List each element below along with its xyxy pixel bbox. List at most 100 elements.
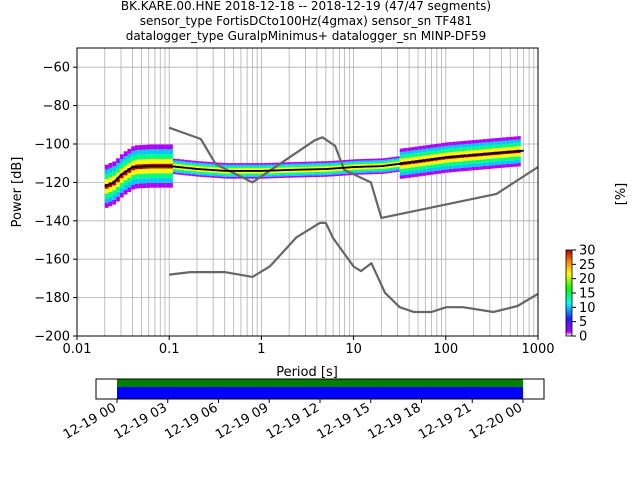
- heatmap-cell: [233, 163, 238, 165]
- heatmap-cell: [384, 163, 389, 165]
- heatmap-cell: [195, 161, 200, 163]
- heatmap-cell: [135, 174, 139, 179]
- heatmap-cell: [482, 159, 487, 163]
- colorbar-tick-label: 5: [579, 315, 587, 330]
- heatmap-cell: [320, 161, 325, 164]
- heatmap-cell: [184, 168, 188, 171]
- heatmap-cell: [411, 157, 415, 161]
- heatmap-cell: [305, 166, 309, 169]
- heatmap-cell: [513, 163, 517, 167]
- heatmap-cell: [157, 144, 162, 150]
- heatmap-cell: [210, 165, 215, 168]
- heatmap-cell: [104, 193, 109, 199]
- heatmap-cell: [471, 143, 476, 147]
- heatmap-cell: [422, 169, 427, 173]
- heatmap-cell: [407, 164, 412, 168]
- heatmap-cell: [146, 178, 151, 184]
- heatmap-cell: [138, 183, 143, 189]
- heatmap-cell: [433, 147, 438, 151]
- heatmap-cell: [429, 164, 434, 169]
- heatmap-cell: [312, 170, 317, 172]
- heatmap-cell: [316, 161, 321, 164]
- heatmap-cell: [445, 162, 449, 166]
- y-tick-label: −140: [34, 214, 70, 229]
- y-axis-ticks: −200 −180 −160 −140 −120 −100 −80 −60: [34, 61, 77, 345]
- heatmap-cell: [123, 175, 128, 181]
- y-tick-label: −160: [34, 253, 70, 268]
- heatmap-cell: [479, 159, 483, 163]
- heatmap-cell: [256, 166, 260, 169]
- heatmap-cell: [395, 158, 400, 160]
- heatmap-cell: [505, 157, 510, 161]
- heatmap-cell: [350, 161, 355, 163]
- heatmap-cell: [184, 170, 188, 172]
- heatmap-cell: [490, 161, 495, 166]
- heatmap-cell: [244, 164, 249, 167]
- heatmap-cell: [350, 159, 355, 162]
- heatmap-cell: [297, 172, 302, 175]
- heatmap-cell: [153, 149, 158, 155]
- heatmap-cell: [233, 166, 238, 169]
- heatmap-cell: [308, 163, 313, 166]
- heatmap-cell: [513, 160, 517, 164]
- heatmap-cell: [290, 162, 294, 164]
- heatmap-cell: [187, 168, 192, 171]
- heatmap-cell: [229, 173, 234, 176]
- heatmap-cell: [467, 150, 472, 154]
- heatmap-cell: [482, 145, 487, 150]
- heatmap-cell: [237, 163, 241, 165]
- heatmap-cell: [365, 167, 370, 170]
- heatmap-cell: [142, 183, 147, 189]
- heatmap-cell: [335, 172, 340, 175]
- heatmap-cell: [161, 154, 166, 159]
- heatmap-cell: [176, 164, 181, 166]
- heatmap-cell: [509, 160, 514, 164]
- heatmap-cell: [460, 161, 465, 165]
- heatmap-cell: [346, 173, 351, 176]
- heatmap-cell: [150, 144, 154, 150]
- heatmap-cell: [131, 160, 136, 166]
- heatmap-cell: [448, 142, 453, 146]
- heatmap-cell: [479, 166, 483, 170]
- heatmap-cell: [116, 196, 120, 202]
- heatmap-cell: [116, 163, 120, 168]
- heatmap-cell: [237, 164, 241, 167]
- heatmap-cell: [490, 141, 495, 146]
- heatmap-cell: [161, 144, 166, 150]
- heatmap-cell: [150, 149, 154, 155]
- heatmap-cell: [429, 144, 434, 148]
- heatmap-cell: [316, 164, 321, 167]
- heatmap-cell: [214, 176, 219, 178]
- heatmap-cell: [206, 170, 211, 173]
- heatmap-cell: [377, 161, 381, 164]
- heatmap-cell: [513, 136, 517, 140]
- heatmap-cell: [116, 187, 120, 192]
- heatmap-cell: [395, 168, 400, 171]
- coverage-segment-blue: [117, 387, 523, 399]
- heatmap-cell: [123, 189, 128, 195]
- heatmap-cell: [165, 182, 170, 188]
- heatmap-cell: [176, 169, 181, 172]
- heatmap-cell: [218, 174, 222, 177]
- heatmap-cell: [301, 173, 306, 176]
- heatmap-cell: [501, 160, 506, 165]
- heatmap-cell: [267, 166, 272, 169]
- heatmap-cell: [445, 149, 449, 153]
- heatmap-cell: [104, 203, 109, 208]
- heatmap-cell: [501, 144, 506, 148]
- heatmap-cell: [263, 168, 268, 170]
- heatmap-cell: [116, 191, 120, 197]
- heatmap-cell: [119, 192, 124, 198]
- heatmap-cell: [486, 155, 491, 159]
- heatmap-cell: [441, 166, 446, 170]
- heatmap-cell: [252, 171, 257, 174]
- heatmap-cell: [365, 160, 370, 163]
- heatmap-cell: [486, 145, 491, 149]
- coverage-tick-label: 12-20 00: [467, 400, 525, 442]
- heatmap-cell: [331, 165, 336, 168]
- heatmap-cell: [108, 196, 113, 202]
- heatmap-cell: [407, 171, 412, 175]
- heatmap-cell: [286, 163, 291, 166]
- heatmap-cell: [452, 145, 457, 149]
- noise-model-curves: [104, 126, 539, 314]
